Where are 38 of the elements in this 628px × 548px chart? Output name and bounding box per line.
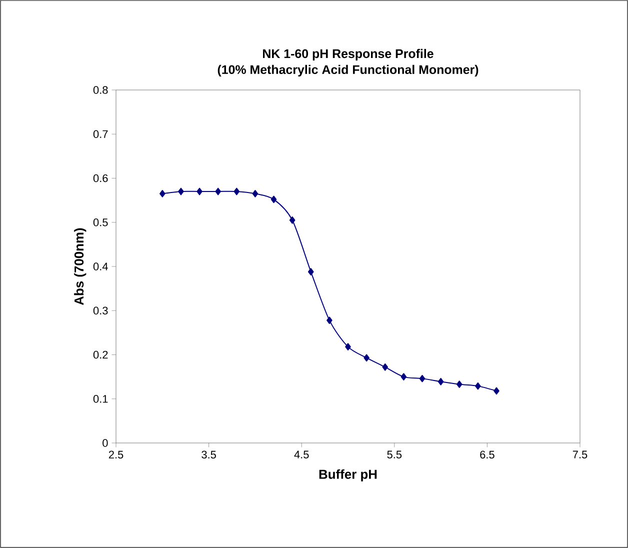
- point: [456, 380, 462, 388]
- point: [308, 268, 314, 276]
- point: [178, 188, 184, 196]
- y-tick-label: 0.7: [93, 130, 108, 138]
- point: [196, 188, 202, 196]
- x-tick-label: 7.5: [572, 450, 588, 458]
- point: [364, 354, 370, 362]
- point: [289, 216, 296, 224]
- point: [494, 387, 500, 395]
- x-tick-label: 3.5: [202, 450, 216, 459]
- point: [438, 378, 444, 386]
- y-tick-label: 0.5: [93, 218, 108, 226]
- x-tick-label: 4.5: [294, 450, 309, 458]
- point: [382, 363, 388, 371]
- y-tick-label: 0.2: [93, 350, 108, 359]
- y-tick-label: 0.4: [93, 262, 108, 270]
- point: [215, 188, 221, 196]
- x-tick-label: 2.5: [108, 450, 124, 459]
- x-tick-label: 6.5: [480, 450, 494, 459]
- point: [252, 190, 258, 198]
- point: [419, 374, 426, 382]
- y-tick-label: 0.8: [93, 86, 108, 94]
- y-axis-title: Abs (700nm): [74, 228, 86, 306]
- point: [270, 196, 277, 204]
- point: [234, 188, 240, 196]
- point: [400, 373, 407, 380]
- y-tick-label: 0.3: [93, 306, 108, 314]
- point: [160, 190, 166, 198]
- point: [475, 382, 481, 390]
- y-tick-label: 0.1: [93, 394, 108, 403]
- point: [326, 316, 332, 324]
- point: [345, 343, 351, 350]
- y-tick-label: 0: [102, 439, 108, 447]
- chart-title: NK 1-60 pH Response Profile: [263, 48, 434, 61]
- chart-subtitle: (10% Methacrylic Acid Functional Monomer): [218, 64, 478, 76]
- x-axis-title: Buffer pH: [319, 469, 377, 482]
- y-tick-label: 0.6: [93, 174, 108, 182]
- x-tick-label: 5.5: [387, 450, 402, 458]
